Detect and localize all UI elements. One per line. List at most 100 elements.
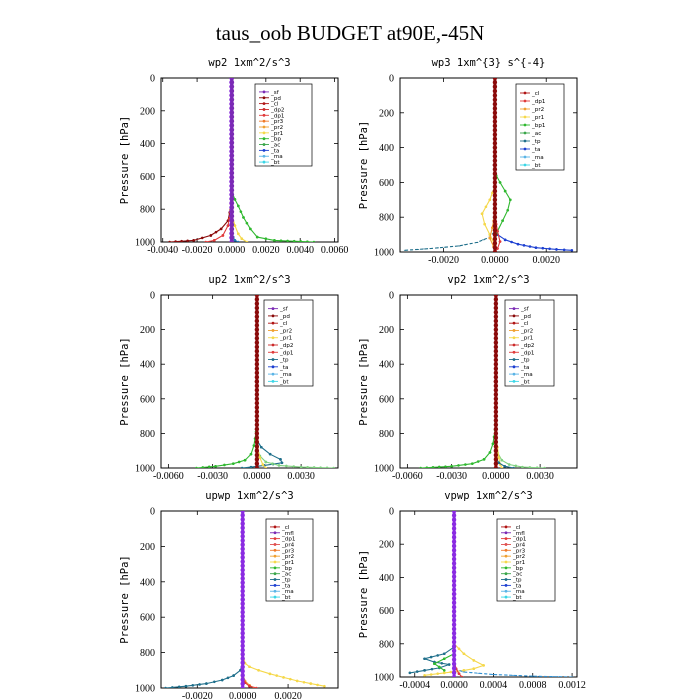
series-marker [500, 458, 504, 462]
series-marker [462, 669, 466, 672]
y-tick-label: 200 [140, 325, 155, 336]
legend-entry: _cl [531, 91, 540, 97]
series-marker [254, 452, 260, 458]
series-marker [541, 246, 545, 250]
legend-entry: _dp2 [520, 343, 534, 349]
series-marker [240, 546, 245, 552]
series-marker [254, 295, 260, 298]
series-marker [482, 458, 486, 461]
series-marker [229, 209, 235, 214]
legend: _sf_pd_cl_pr2 _pr1_dp2_dp1 _tp_ta_ma_bt [263, 299, 314, 387]
y-tick-label: 400 [379, 143, 394, 154]
series-marker [240, 534, 245, 539]
series-marker [254, 426, 260, 432]
x-tick-label: -0.0060 [392, 471, 423, 482]
series-marker [419, 466, 422, 468]
series-marker [497, 456, 501, 459]
series-marker [254, 387, 260, 393]
legend-marker [504, 531, 508, 535]
legend-marker [273, 525, 277, 529]
series-group [419, 295, 546, 468]
series-marker [436, 654, 439, 657]
series-marker [237, 240, 240, 242]
legend: _cl _dp1 _pr2 _pr1 _bp1 _ac _tp _ta _ma _bt [515, 83, 565, 171]
series-marker [240, 584, 245, 590]
series-markers-cl [240, 511, 245, 688]
series-marker [229, 239, 235, 242]
series-marker [451, 613, 457, 619]
series-marker [476, 460, 480, 463]
series-marker [323, 684, 326, 688]
series-marker [493, 418, 499, 423]
series-marker [229, 140, 235, 145]
panel-title: vp2 1xm^2/s^3 [447, 274, 529, 286]
series-marker [498, 240, 502, 243]
series-markers-pd [168, 78, 233, 242]
legend-entry: _bt [520, 379, 530, 385]
series-marker [492, 101, 498, 107]
series-marker [464, 463, 467, 466]
legend-entry: _pr1 [531, 115, 545, 121]
y-tick-label: 600 [140, 394, 155, 405]
legend-entry: _bp [281, 566, 292, 572]
series-marker [229, 110, 235, 115]
series-marker [254, 405, 260, 410]
series-marker [254, 448, 260, 453]
series-marker [229, 196, 235, 202]
series-marker [229, 157, 235, 163]
y-tick-label: 800 [140, 429, 155, 440]
series-marker [242, 216, 245, 219]
series-markers-cl [451, 511, 457, 677]
series-marker [229, 80, 235, 85]
legend-marker [273, 543, 277, 546]
series-marker [492, 188, 498, 194]
legend-entry: _sf [270, 90, 280, 96]
series-marker [319, 466, 322, 468]
series-marker [240, 550, 245, 556]
series-marker [243, 458, 247, 462]
y-tick-label: 800 [379, 213, 394, 224]
y-tick-label: 0 [389, 291, 394, 302]
series-marker [451, 569, 457, 575]
x-tick-label: -0.0040 [147, 245, 178, 256]
legend-entry: _cl [281, 525, 290, 531]
series-markers-dp1 [195, 414, 259, 468]
series-marker [229, 205, 235, 210]
legend-marker [512, 350, 516, 354]
y-tick-label: 1000 [135, 238, 155, 249]
series-marker [492, 241, 498, 246]
series-marker [492, 154, 498, 159]
series-line-pd [169, 78, 233, 242]
series-marker [280, 461, 284, 465]
panel-title: wp3 1xm^{3} s^{-4} [432, 57, 546, 69]
series-markers-dp1 [419, 414, 498, 468]
legend-marker [273, 537, 277, 541]
series-marker [292, 465, 296, 468]
x-tick-label: 0.0030 [287, 471, 315, 482]
legend-marker [271, 321, 275, 325]
y-tick-label: 200 [140, 542, 155, 553]
series-marker [493, 349, 499, 354]
series-marker [240, 635, 245, 640]
x-tick-label: 0.0020 [532, 255, 560, 266]
legend-marker [504, 525, 508, 529]
series-marker [325, 466, 329, 468]
y-tick-label: 0 [389, 74, 394, 85]
y-tick-label: 200 [379, 108, 394, 119]
series-marker [562, 248, 566, 252]
figure-title: taus_oob BUDGET at90E,-45N [216, 21, 485, 45]
legend-marker [523, 139, 527, 143]
y-tick-label: 1000 [135, 684, 155, 695]
series-marker [240, 618, 245, 623]
series-markers-sf [229, 78, 235, 242]
series-marker [254, 461, 260, 466]
series-line-tp [242, 440, 283, 468]
series-marker [254, 336, 260, 341]
y-axis-label: Pressure [hPa] [358, 121, 370, 210]
series-marker [229, 162, 235, 167]
series-marker [229, 231, 235, 236]
legend-marker [504, 543, 508, 546]
series-line-dp2 [495, 443, 545, 468]
series-marker [248, 665, 251, 669]
legend-entry: _ta [520, 365, 529, 371]
